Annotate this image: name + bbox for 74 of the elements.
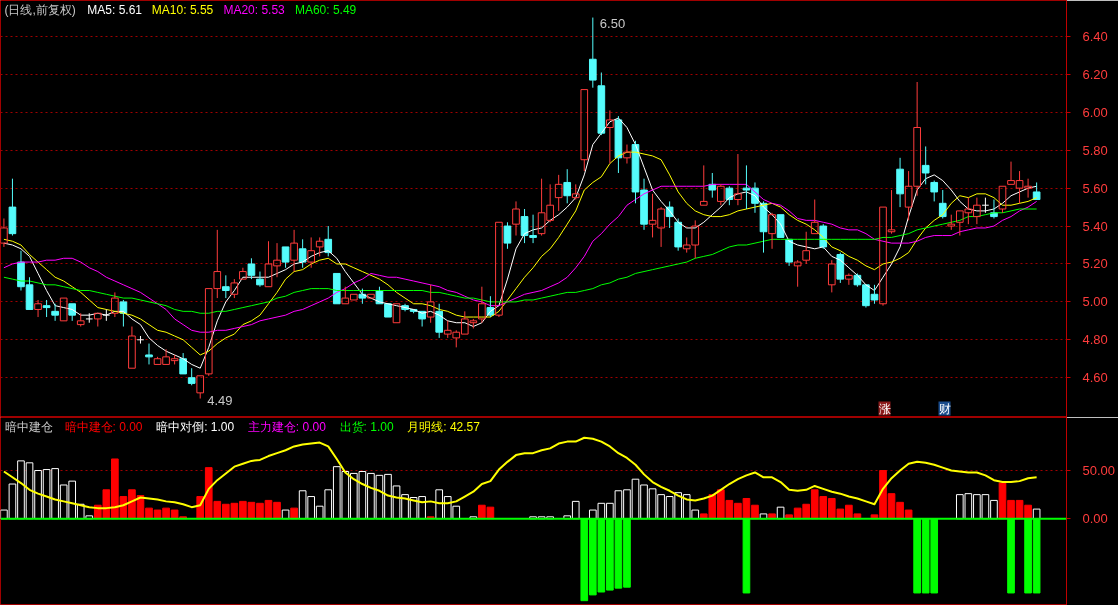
annotation: 4.49 [207,393,233,409]
candlestick [623,144,631,165]
candlestick [179,352,187,375]
annotation: 6.50 [599,16,626,32]
bar [776,506,785,520]
candlestick [512,200,520,237]
candlestick [1032,181,1041,201]
candlestick [187,367,196,386]
candlestick [111,291,119,318]
candlestick [34,299,42,318]
bar [290,507,298,520]
text: 暗中对倒: 1.00 [156,419,235,434]
y-tick-label: 5.80 [1082,142,1108,158]
candlestick [384,303,392,318]
candlestick [51,303,59,322]
candlestick [247,257,256,280]
candlestick [614,115,623,174]
y-tick-label: 5.40 [1082,218,1108,234]
candlestick [785,238,793,267]
y-tick-label: 5.00 [1082,294,1108,310]
text: MA20: 5.53 [223,2,286,17]
y-tick-label: 6.20 [1082,66,1108,82]
text: MA5: 5.61 [87,2,143,17]
candlestick [768,212,776,250]
chart-title: (日线,前复权) [4,2,76,17]
candlestick [42,299,51,318]
text: 暗中建仓: 0.00 [64,419,143,434]
candlestick [256,271,264,288]
candlestick [298,238,307,269]
y-tick-label: 50.00 [1082,463,1116,479]
annotation: 涨 [878,401,891,416]
annotation: 财 [938,401,951,416]
candlestick [478,286,486,324]
candlestick [896,157,904,208]
candlestick [8,178,17,237]
text: 出货: 1.00 [339,419,394,434]
text: 月明线: 42.57 [407,419,481,434]
y-tick-label: 4.80 [1082,332,1108,348]
candlestick [59,297,68,322]
candlestick [588,17,597,89]
candlestick [503,221,512,250]
chart-title: 暗中建仓 [4,419,53,434]
candlestick [239,267,247,280]
legend-label: 主力建仓: 0.00 [247,419,327,434]
candlestick [674,217,682,252]
candlestick [810,199,819,235]
candlestick [597,72,606,136]
candlestick [845,272,853,286]
y-tick-label: 6.00 [1082,104,1108,120]
candlestick [281,246,290,269]
candlestick [699,164,708,206]
candlestick [145,343,153,365]
candlestick [580,89,589,172]
candlestick [606,109,614,165]
y-tick-label: 5.60 [1082,180,1108,196]
candlestick [571,183,580,201]
candlestick [367,293,375,299]
candlestick [921,145,930,185]
bar [1032,508,1041,520]
candlestick [776,214,785,238]
y-tick-label: 5.20 [1082,256,1108,272]
candlestick [734,153,742,206]
y-tick-label: 6.40 [1082,29,1108,45]
candlestick [128,326,136,369]
candlestick [290,229,298,273]
line-series [2,436,1038,510]
candlestick [332,272,341,305]
candlestick [554,174,563,212]
candlestick [392,303,401,324]
text: MA60: 5.49 [294,2,357,17]
text: MA10: 5.55 [151,2,214,17]
y-tick-label: 0.00 [1082,511,1108,527]
y-tick-label: 4.60 [1082,370,1108,386]
candlestick [495,221,503,318]
